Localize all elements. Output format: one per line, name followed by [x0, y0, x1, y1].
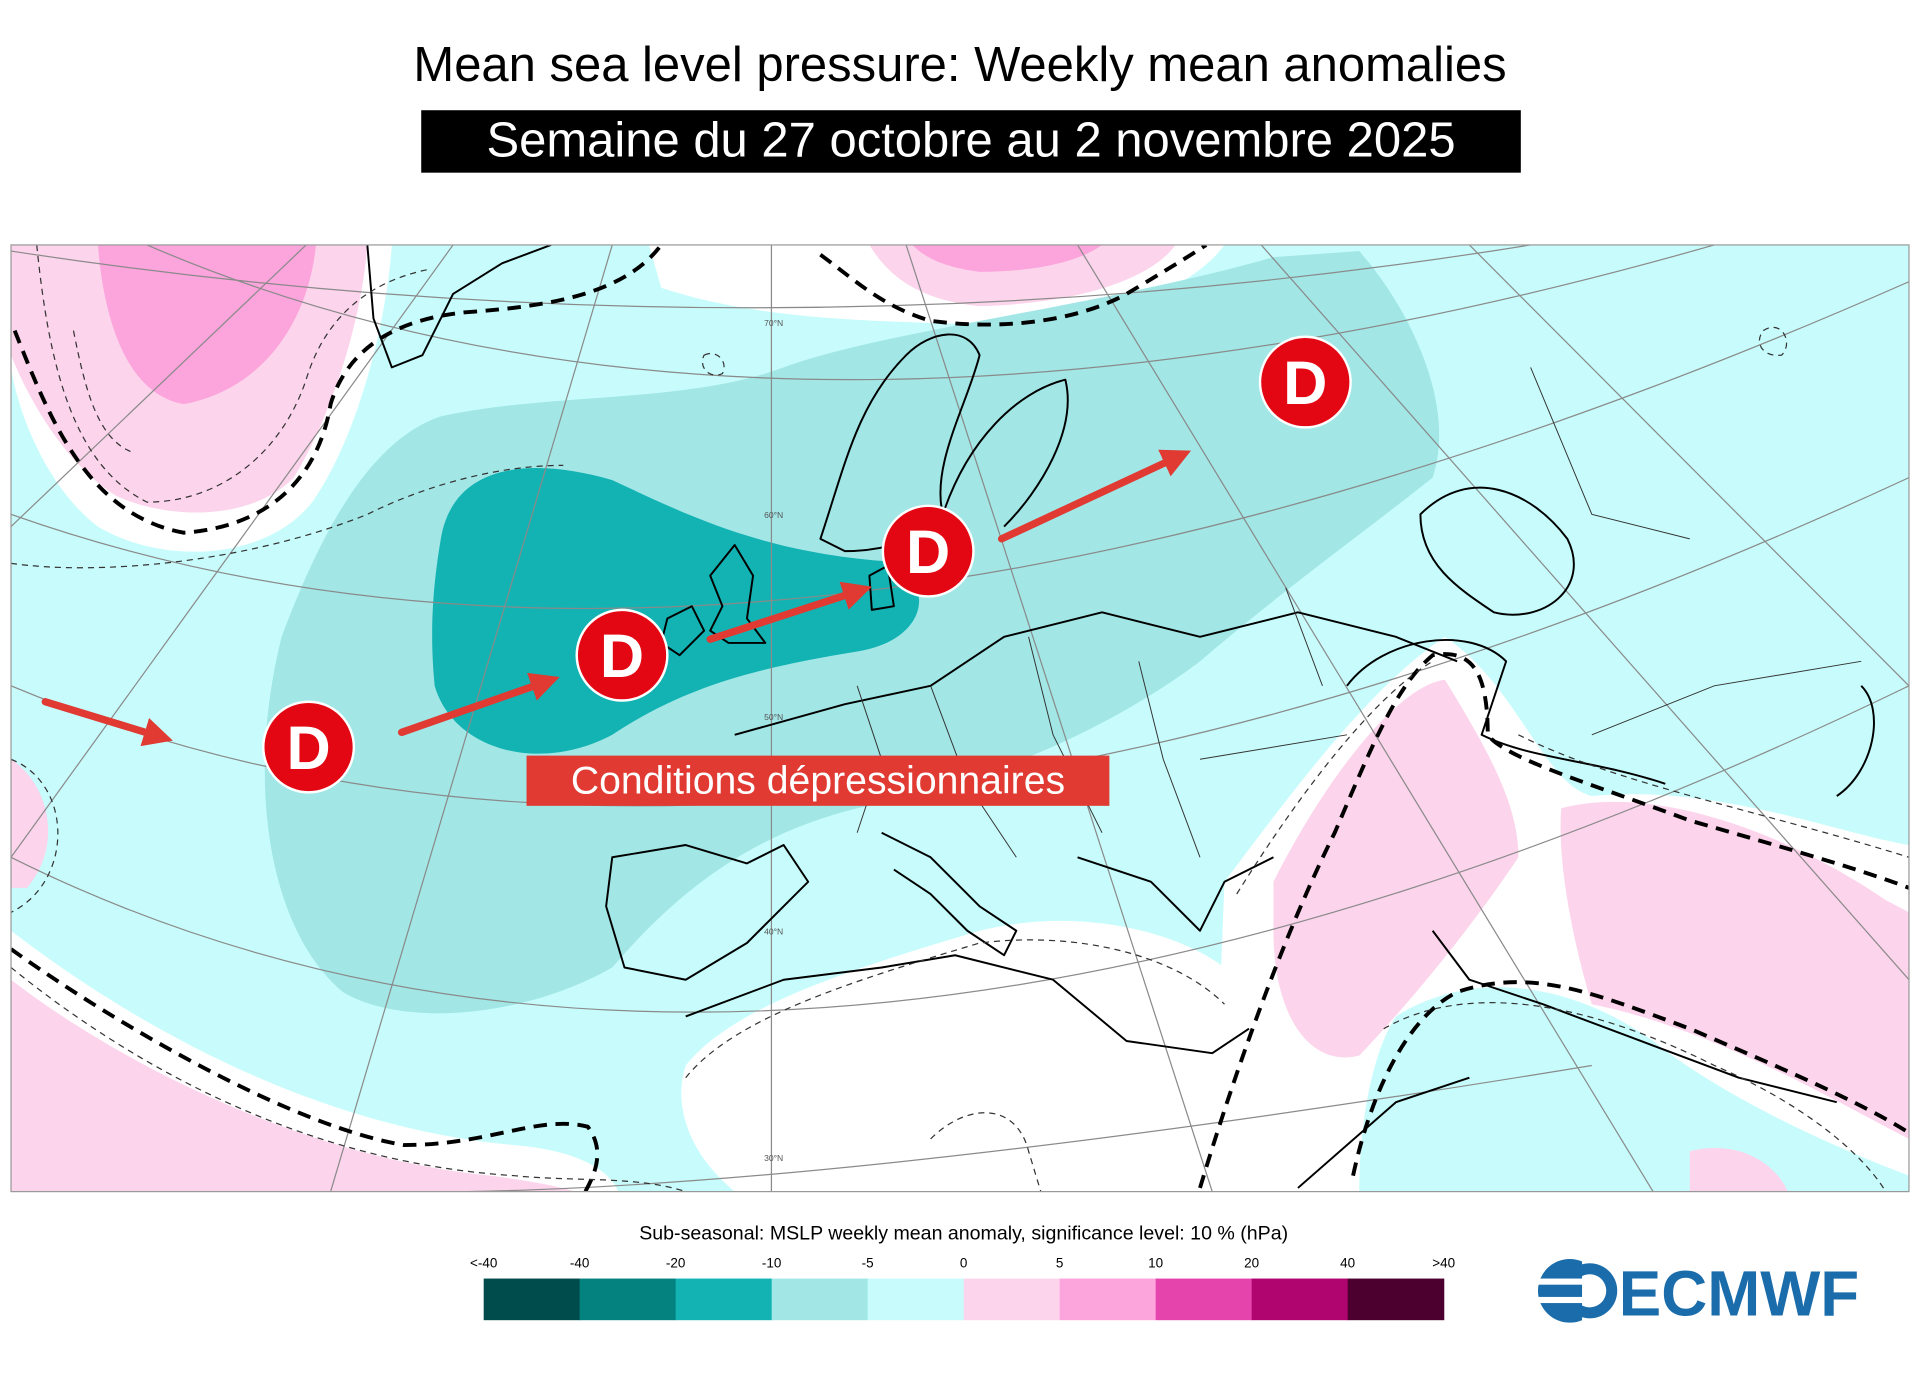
strong-positive-anomaly-greenland	[97, 244, 316, 405]
colorbar-swatch-7	[1155, 1278, 1253, 1321]
low-marker-atlantic: D	[262, 700, 356, 794]
colorbar: <-40 -40 -20 -10 -5 0 5 10 20 40 >40	[470, 1256, 1455, 1321]
latitude-labels: 70°N 60°N 50°N 40°N 30°N	[764, 318, 783, 1163]
neutral-region-north-africa	[681, 920, 1266, 1192]
colorbar-tick-label: 0	[960, 1256, 967, 1271]
lat-label-60: 60°N	[764, 510, 783, 520]
colorbar-tick-label: 5	[1056, 1256, 1063, 1271]
positive-anomaly-southwest	[11, 979, 576, 1192]
colorbar-swatch-4	[867, 1278, 965, 1321]
significance-contours	[11, 244, 1909, 1192]
colorbar-swatch-5	[963, 1278, 1061, 1321]
colorbar-swatch-9	[1347, 1278, 1445, 1321]
map-frame	[10, 244, 1910, 1193]
colorbar-swatch-2	[675, 1278, 773, 1321]
colorbar-tick-label: 10	[1148, 1256, 1163, 1271]
lat-label-70: 70°N	[764, 318, 783, 328]
page-title: Mean sea level pressure: Weekly mean ano…	[413, 38, 1506, 92]
subtitle: Semaine du 27 octobre au 2 novembre 2025	[486, 114, 1455, 168]
svg-text:D: D	[286, 714, 330, 782]
arrow-3	[706, 581, 872, 643]
map: 70°N 60°N 50°N 40°N 30°N	[11, 244, 1909, 1192]
positive-anomaly-middle-east	[1273, 679, 1519, 1058]
colorbar-tick-label: 20	[1244, 1256, 1259, 1271]
svg-text:D: D	[1283, 349, 1327, 417]
colorbar-tick-label: -5	[862, 1256, 874, 1271]
positive-anomaly-southeast	[1689, 1147, 1788, 1192]
subtitle-box	[421, 110, 1521, 173]
colorbar-tick-label: >40	[1432, 1256, 1455, 1271]
colorbar-swatch-8	[1251, 1278, 1349, 1321]
zero-contours	[11, 244, 1909, 1192]
colorbar-swatch-1	[579, 1278, 677, 1321]
colorbar-tick-label: -10	[762, 1256, 781, 1271]
lat-label-40: 40°N	[764, 926, 783, 936]
positive-anomaly-central-asia	[1560, 801, 1909, 1139]
svg-text:D: D	[906, 518, 950, 586]
annotation-box	[526, 755, 1110, 806]
ecmwf-logo-icon	[1528, 1258, 1619, 1323]
arrow-4	[997, 449, 1192, 543]
ecmwf-logo-text: ECMWF	[1619, 1258, 1859, 1329]
lat-label-30: 30°N	[764, 1153, 783, 1163]
trajectory-arrows	[41, 449, 1192, 747]
coastlines	[366, 244, 1875, 1189]
low-marker-denmark: D	[881, 504, 975, 598]
colorbar-tick-label: -20	[666, 1256, 685, 1271]
low-marker-ireland: D	[575, 608, 669, 702]
lat-label-50: 50°N	[764, 712, 783, 722]
annotation-label: Conditions dépressionnaires	[571, 760, 1065, 803]
colorbar-tick-label: <-40	[470, 1256, 497, 1271]
legend-title: Sub-seasonal: MSLP weekly mean anomaly, …	[639, 1222, 1288, 1244]
colorbar-swatch-6	[1059, 1278, 1157, 1321]
arrow-2	[397, 672, 560, 737]
positive-anomaly-west	[11, 759, 49, 888]
arrow-1	[41, 698, 173, 747]
low-pressure-markers: D D D D	[262, 335, 1352, 794]
strong-positive-anomaly-svalbard	[912, 244, 1103, 272]
svg-text:D: D	[600, 622, 644, 690]
colorbar-tick-label: -40	[570, 1256, 589, 1271]
colorbar-tick-label: 40	[1340, 1256, 1355, 1271]
ecmwf-logo: ECMWF	[1528, 1258, 1859, 1329]
negative-anomaly-southeast	[1359, 987, 1909, 1192]
colorbar-swatch-3	[771, 1278, 869, 1321]
colorbar-swatch-0	[483, 1278, 581, 1321]
low-marker-russia: D	[1258, 335, 1352, 429]
